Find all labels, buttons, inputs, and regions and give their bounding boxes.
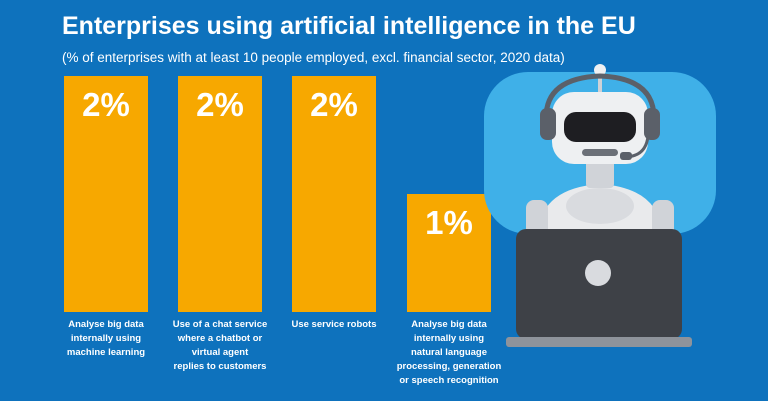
bar-3 [292, 76, 376, 312]
bar-value-label: 1% [425, 204, 473, 241]
robot-visor [564, 112, 636, 142]
category-label: Use service robots [291, 319, 377, 330]
chart-subtitle: (% of enterprises with at least 10 peopl… [62, 50, 565, 65]
antenna-icon [594, 64, 606, 76]
category-label: Use of a chat service where a chatbot or v… [172, 319, 268, 372]
chart-title: Enterprises using artificial intelligenc… [62, 12, 636, 40]
category-label: Analyse big data internally using machine … [66, 319, 146, 358]
robot-neck [586, 160, 614, 188]
bar-4 [407, 194, 491, 312]
laptop-base [506, 337, 692, 347]
laptop-logo-icon [585, 260, 611, 286]
category-label: Analyse big data internally using natural … [396, 319, 502, 386]
bar-value-label: 2% [310, 86, 358, 123]
bar-1 [64, 76, 148, 312]
headset-icon [543, 73, 657, 119]
bar-value-label: 2% [196, 86, 244, 123]
bar-2 [178, 76, 262, 312]
bar-value-label: 2% [82, 86, 130, 123]
